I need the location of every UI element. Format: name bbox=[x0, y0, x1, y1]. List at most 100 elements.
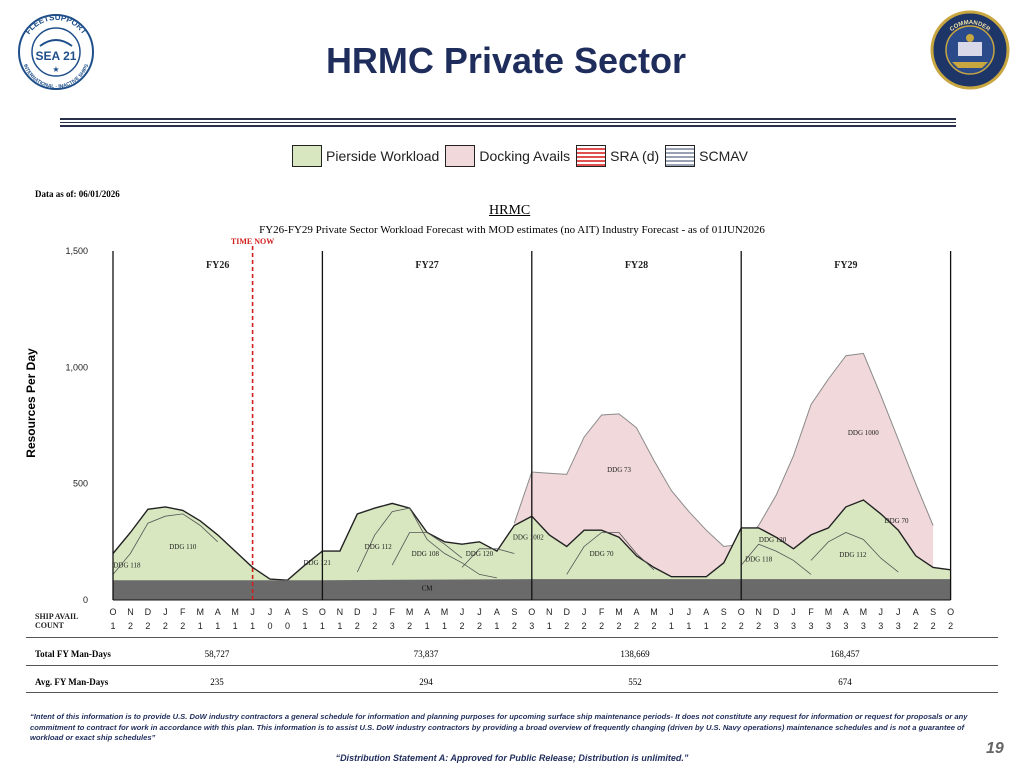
month-tick-label: J bbox=[669, 607, 674, 617]
ship-count-value: 1 bbox=[320, 621, 325, 631]
ship-count-value: 0 bbox=[285, 621, 290, 631]
ship-avail-count-label: COUNT bbox=[35, 621, 65, 630]
month-tick-label: D bbox=[354, 607, 361, 617]
y-tick-label: 1,500 bbox=[65, 246, 88, 256]
availability-outline bbox=[391, 532, 463, 566]
month-tick-label: J bbox=[477, 607, 482, 617]
ship-annotation: DDG 120 bbox=[759, 536, 787, 544]
fiscal-year-label: FY28 bbox=[625, 260, 648, 271]
legend-sra: SRA (d) bbox=[576, 145, 659, 167]
ship-count-value: 2 bbox=[582, 621, 587, 631]
month-tick-label: A bbox=[633, 607, 639, 617]
month-tick-label: D bbox=[773, 607, 780, 617]
distribution-statement: “Distribution Statement A: Approved for … bbox=[335, 753, 689, 763]
sea21-logo: FLEETSUPPORT INTERNATIONAL · INACTIVE SH… bbox=[18, 13, 94, 90]
month-tick-label: D bbox=[145, 607, 152, 617]
ship-count-value: 3 bbox=[826, 621, 831, 631]
header-rule-mid bbox=[60, 122, 956, 123]
ship-count-value: 2 bbox=[459, 621, 464, 631]
ship-count-value: 1 bbox=[337, 621, 342, 631]
availability-outline bbox=[740, 543, 812, 575]
ship-count-value: 3 bbox=[843, 621, 848, 631]
ship-count-value: 2 bbox=[617, 621, 622, 631]
ship-annotation: DDG 70 bbox=[590, 550, 614, 558]
ship-count-value: 2 bbox=[948, 621, 953, 631]
month-tick-label: A bbox=[703, 607, 709, 617]
month-tick-label: A bbox=[843, 607, 849, 617]
month-tick-label: F bbox=[599, 607, 605, 617]
ship-count-value: 3 bbox=[774, 621, 779, 631]
month-tick-label: M bbox=[441, 607, 449, 617]
legend-sra-label: SRA (d) bbox=[610, 148, 660, 164]
month-tick-label: J bbox=[250, 607, 255, 617]
month-tick-label: O bbox=[109, 607, 116, 617]
page-number: 19 bbox=[986, 740, 1004, 757]
month-tick-label: M bbox=[650, 607, 658, 617]
ship-count-value: 2 bbox=[721, 621, 726, 631]
month-tick-label: A bbox=[215, 607, 221, 617]
ship-count-value: 2 bbox=[512, 621, 517, 631]
ship-annotation: DDG 110 bbox=[169, 543, 197, 551]
ship-count-value: 2 bbox=[372, 621, 377, 631]
ship-count-value: 3 bbox=[896, 621, 901, 631]
month-tick-label: N bbox=[127, 607, 134, 617]
table-rule-bottom bbox=[26, 692, 998, 693]
ship-annotation: DDG 121 bbox=[303, 559, 331, 567]
ship-annotation: DDG 120 bbox=[466, 550, 494, 558]
month-tick-label: M bbox=[406, 607, 414, 617]
ship-count-value: 1 bbox=[669, 621, 674, 631]
legend-pierside-label: Pierside Workload bbox=[326, 148, 440, 164]
ship-count-value: 2 bbox=[407, 621, 412, 631]
y-tick-label: 1,000 bbox=[65, 362, 88, 372]
table-rule-mid bbox=[26, 665, 998, 666]
month-tick-label: J bbox=[373, 607, 378, 617]
ship-annotation: DDG 112 bbox=[839, 551, 867, 559]
ship-annotation: DDG 1000 bbox=[848, 429, 879, 437]
ship-count-value: 2 bbox=[477, 621, 482, 631]
month-tick-label: J bbox=[460, 607, 465, 617]
ship-count-value: 1 bbox=[425, 621, 430, 631]
data-as-of: Data as of: 06/01/2026 bbox=[35, 189, 120, 199]
ship-count-value: 3 bbox=[808, 621, 813, 631]
ship-count-value: 3 bbox=[878, 621, 883, 631]
ship-count-value: 2 bbox=[180, 621, 185, 631]
ship-count-value: 2 bbox=[931, 621, 936, 631]
month-tick-label: A bbox=[424, 607, 430, 617]
legend-pierside: Pierside Workload bbox=[292, 145, 439, 167]
ship-count-value: 1 bbox=[547, 621, 552, 631]
logo-left-center-text: SEA 21 bbox=[36, 49, 77, 63]
month-tick-label: S bbox=[721, 607, 727, 617]
total-man-days-label: Total FY Man-Days bbox=[35, 649, 111, 659]
chart-legend: Pierside Workload Docking Avails SRA (d)… bbox=[292, 143, 754, 169]
fiscal-year-label: FY27 bbox=[415, 260, 438, 271]
month-tick-label: F bbox=[389, 607, 395, 617]
header-rule-bottom bbox=[60, 125, 956, 127]
ship-count-value: 1 bbox=[250, 621, 255, 631]
ship-annotation: DDG 70 bbox=[885, 517, 909, 525]
y-tick-label: 500 bbox=[73, 479, 88, 489]
y-tick-label: 0 bbox=[83, 595, 88, 605]
ship-count-value: 2 bbox=[913, 621, 918, 631]
chart-subtitle: FY26-FY29 Private Sector Workload Foreca… bbox=[259, 224, 765, 236]
month-tick-label: A bbox=[494, 607, 500, 617]
month-tick-label: M bbox=[825, 607, 833, 617]
avg-man-days-fy29: 674 bbox=[838, 677, 852, 687]
ship-count-value: 1 bbox=[494, 621, 499, 631]
avg-man-days-fy26: 235 bbox=[210, 677, 224, 687]
availability-outline bbox=[112, 513, 218, 575]
month-tick-label: J bbox=[879, 607, 884, 617]
avg-man-days-fy27: 294 bbox=[419, 677, 433, 687]
legend-pierside-swatch bbox=[292, 145, 322, 167]
month-tick-label: F bbox=[180, 607, 186, 617]
avg-man-days-fy28: 552 bbox=[628, 677, 642, 687]
legend-docking-label: Docking Avails bbox=[479, 148, 571, 164]
month-tick-label: S bbox=[511, 607, 517, 617]
docking-avails-line bbox=[513, 352, 934, 548]
month-tick-label: J bbox=[582, 607, 587, 617]
legend-sra-swatch bbox=[576, 145, 607, 167]
month-tick-label: O bbox=[947, 607, 954, 617]
month-tick-label: O bbox=[528, 607, 535, 617]
ship-count-value: 2 bbox=[739, 621, 744, 631]
ship-count-value: 2 bbox=[634, 621, 639, 631]
